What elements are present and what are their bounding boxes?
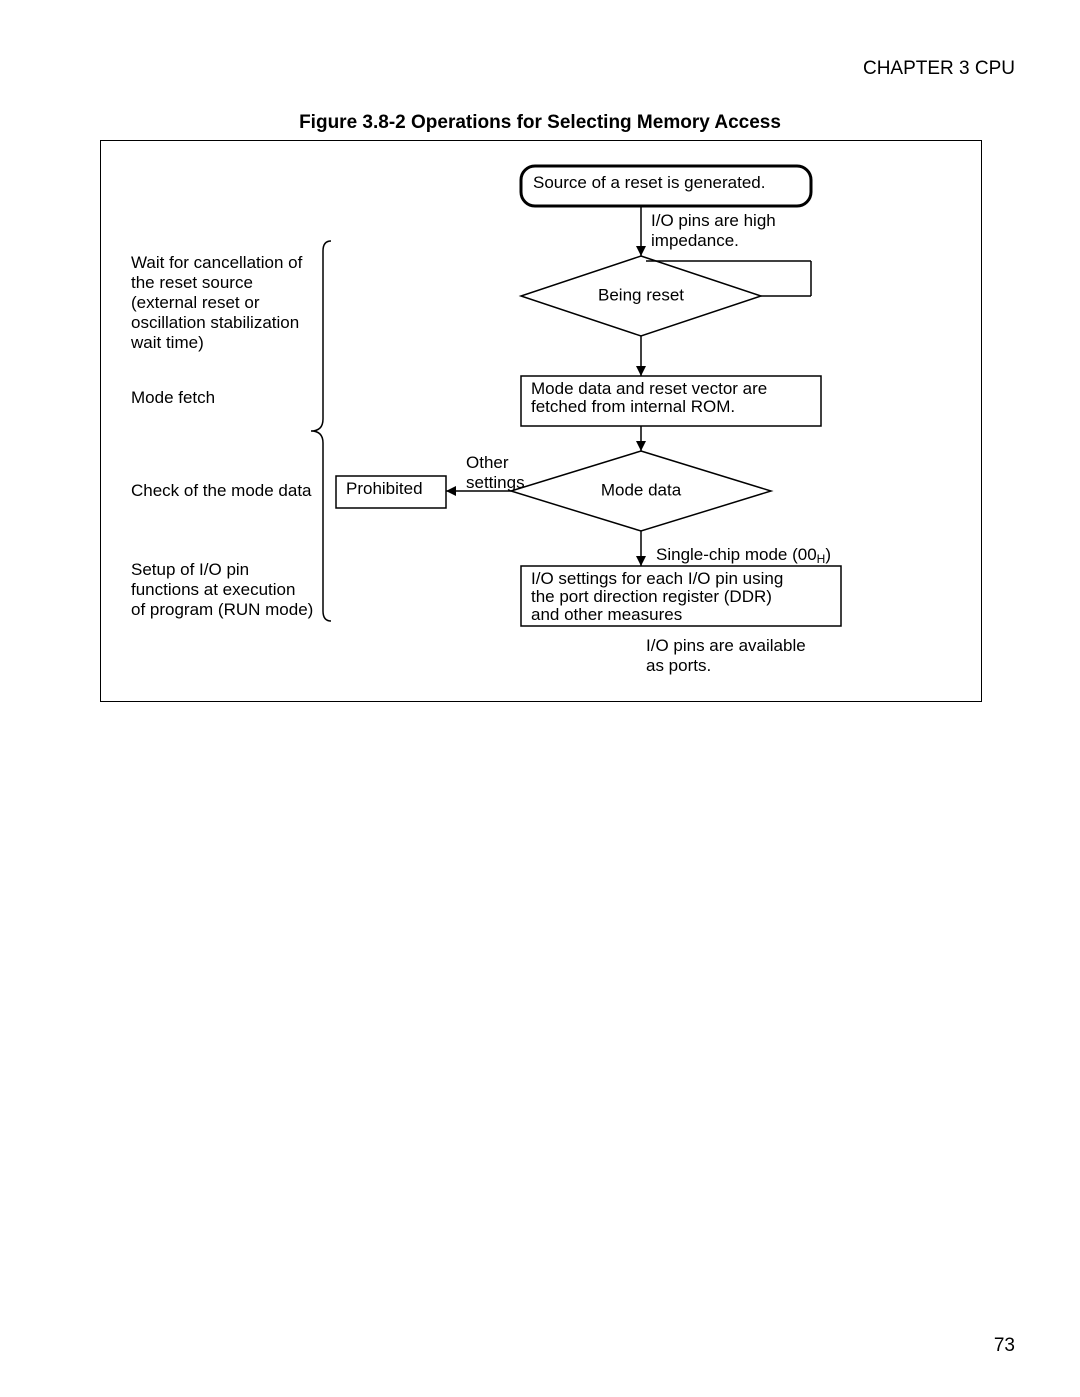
- svg-text:Source of a reset is generated: Source of a reset is generated.: [533, 173, 765, 192]
- svg-text:as ports.: as ports.: [646, 656, 711, 675]
- svg-text:I/O settings for each I/O pin: I/O settings for each I/O pin using: [531, 569, 783, 588]
- svg-text:and other measures: and other measures: [531, 605, 682, 624]
- svg-text:fetched from internal ROM.: fetched from internal ROM.: [531, 397, 735, 416]
- flowchart-svg: Wait for cancellation ofthe reset source…: [101, 141, 981, 701]
- flowchart-frame: Wait for cancellation ofthe reset source…: [100, 140, 982, 702]
- svg-text:(external reset or: (external reset or: [131, 293, 260, 312]
- svg-text:the port direction register (D: the port direction register (DDR): [531, 587, 772, 606]
- svg-text:of program (RUN mode): of program (RUN mode): [131, 600, 313, 619]
- svg-text:I/O pins are high: I/O pins are high: [651, 211, 776, 230]
- svg-text:Wait for cancellation of: Wait for cancellation of: [131, 253, 303, 272]
- svg-text:Mode data: Mode data: [601, 480, 682, 499]
- svg-text:wait time): wait time): [130, 333, 204, 352]
- svg-text:Mode data and reset vector are: Mode data and reset vector are: [531, 379, 767, 398]
- svg-text:impedance.: impedance.: [651, 231, 739, 250]
- svg-text:the reset source: the reset source: [131, 273, 253, 292]
- svg-text:Prohibited: Prohibited: [346, 479, 423, 498]
- figure-caption: Figure 3.8-2 Operations for Selecting Me…: [0, 112, 1080, 134]
- svg-text:I/O pins are available: I/O pins are available: [646, 636, 806, 655]
- page-number: 73: [994, 1335, 1015, 1357]
- svg-text:Setup of I/O pin: Setup of I/O pin: [131, 560, 249, 579]
- svg-text:oscillation stabilization: oscillation stabilization: [131, 313, 299, 332]
- svg-text:Check of the mode data: Check of the mode data: [131, 481, 312, 500]
- svg-text:Other: Other: [466, 453, 509, 472]
- svg-text:functions at execution: functions at execution: [131, 580, 295, 599]
- svg-text:Being reset: Being reset: [598, 285, 684, 304]
- chapter-header: CHAPTER 3 CPU: [863, 58, 1015, 80]
- svg-text:Mode fetch: Mode fetch: [131, 388, 215, 407]
- svg-text:Single-chip mode (00H): Single-chip mode (00H): [656, 545, 831, 566]
